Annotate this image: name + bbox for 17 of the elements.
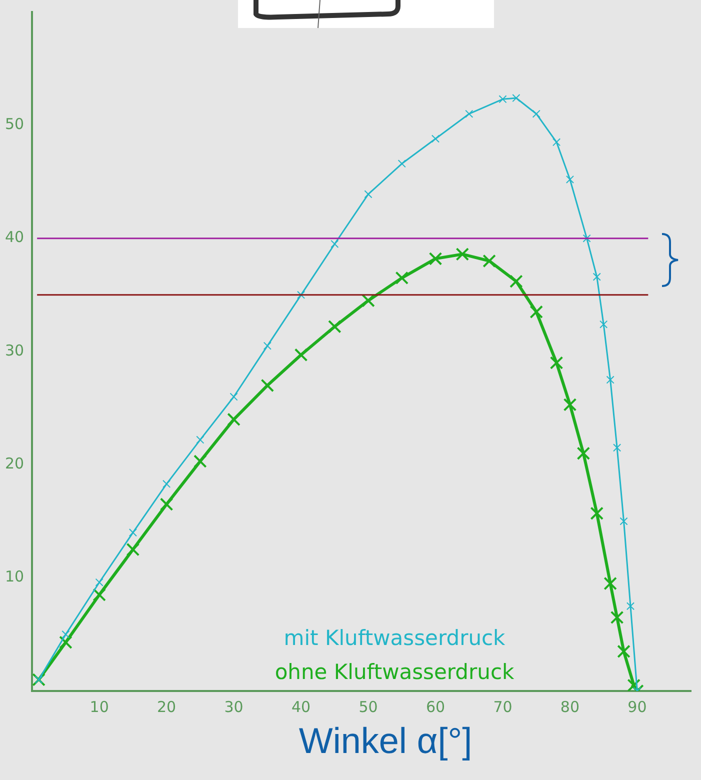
y-tick-label: 10 [4,568,24,586]
text: mit Kluftwasserdruck [284,626,506,650]
x-tick-label: 90 [628,698,647,716]
text: ohne Kluftwasserdruck [274,660,515,684]
x-tick-label: 20 [157,698,176,716]
y-tick-label: 50 [4,115,24,134]
y-tick-label: 20 [4,454,24,473]
x-tick-label: 40 [291,698,311,716]
x-axis-title: Winkel α[°] [298,720,474,762]
x-tick-label: 30 [224,698,244,716]
x-tick-label: 80 [560,698,580,716]
y-tick-label: 40 [4,228,24,246]
x-tick-label: 50 [358,698,378,716]
x-tick-label: 70 [493,698,512,716]
x-tick-label: 10 [90,698,109,716]
x-tick-label: 60 [426,698,446,716]
y-tick-label: 30 [4,341,24,360]
